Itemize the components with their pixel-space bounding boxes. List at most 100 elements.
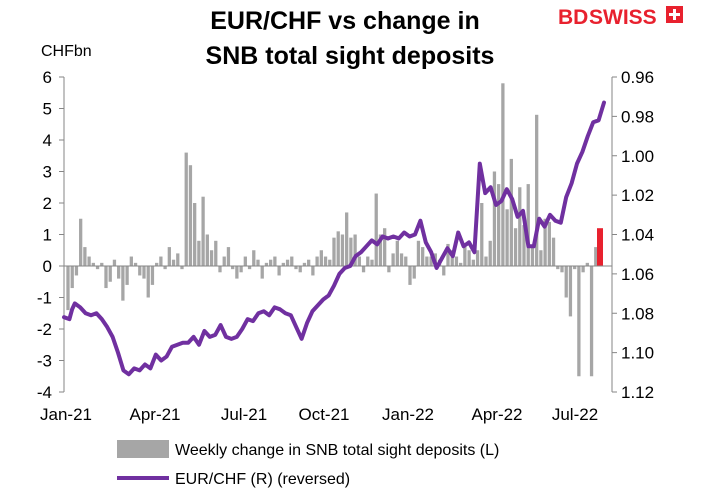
x-tick-label: Oct-21 (298, 405, 349, 424)
deposit-bar (374, 193, 378, 266)
deposit-bar (416, 240, 421, 266)
deposit-bar (589, 266, 594, 377)
deposit-bar (290, 256, 294, 266)
deposit-bars (66, 83, 603, 377)
left-axis-ticks: 6 5 4 3 2 1 0 -1 -2 -3 -4 (37, 68, 64, 402)
left-tick-label: -1 (37, 289, 52, 308)
right-tick-label: 1.00 (621, 147, 654, 166)
deposit-bar (302, 262, 307, 266)
deposit-bar (74, 266, 79, 276)
deposit-bar (315, 256, 319, 266)
deposit-bar (108, 266, 112, 282)
deposit-bar (294, 266, 298, 270)
deposit-bar (366, 256, 370, 266)
deposit-bar (370, 259, 374, 266)
deposit-bar (404, 256, 408, 266)
deposit-bar (231, 266, 235, 270)
left-tick-label: 2 (43, 194, 52, 213)
x-tick-label: Jul-21 (221, 405, 267, 424)
deposit-bar (497, 184, 501, 266)
deposit-bar (184, 152, 188, 266)
latest-deposit-bar (597, 228, 603, 266)
deposit-bar (581, 266, 585, 273)
deposit-bar (539, 250, 543, 266)
deposit-bar (298, 266, 302, 273)
left-tick-label: 6 (43, 68, 52, 87)
x-tick-label: Jan-21 (40, 405, 92, 424)
logo-cross-icon (666, 6, 683, 23)
deposit-bar (518, 187, 522, 266)
deposit-bar (345, 212, 349, 266)
deposit-bar (543, 218, 547, 266)
deposit-bar (193, 203, 197, 266)
deposit-bar (387, 266, 391, 273)
deposit-bar (159, 256, 163, 266)
left-tick-label: 5 (43, 100, 52, 119)
deposit-bar (459, 262, 463, 266)
deposit-bar (70, 266, 74, 289)
deposit-bar (442, 266, 446, 276)
left-tick-label: -2 (37, 320, 52, 339)
deposit-bar (260, 266, 264, 279)
deposit-bar (239, 266, 243, 273)
deposit-bar (125, 266, 129, 285)
deposit-bar (252, 250, 256, 266)
right-tick-label: 0.96 (621, 68, 654, 87)
deposit-bar (492, 171, 497, 266)
deposit-bar (277, 266, 281, 276)
deposit-bar (226, 247, 231, 266)
deposit-bar (463, 247, 467, 266)
chart-title-line1: EUR/CHF vs change in (210, 7, 480, 35)
deposit-bar (201, 196, 205, 266)
right-tick-label: 1.08 (621, 304, 654, 323)
deposit-bar (425, 256, 429, 266)
deposit-bar (480, 203, 484, 266)
deposit-bar (214, 240, 218, 266)
deposit-bar (264, 262, 269, 266)
deposit-bar (218, 266, 222, 273)
deposit-bar (526, 184, 530, 266)
deposit-bar (450, 250, 454, 266)
x-axis-ticks: Jan-21 Apr-21 Jul-21 Oct-21 Jan-22 Apr-22 Jul-… (40, 405, 598, 424)
deposit-bar (340, 234, 345, 266)
deposit-bar (319, 250, 323, 266)
deposit-bar (547, 221, 551, 266)
bdswiss-logo: BD SWISS (558, 6, 683, 29)
left-tick-label: 1 (43, 226, 52, 245)
deposit-bar (412, 266, 416, 279)
deposit-bar (530, 247, 535, 266)
left-tick-label: 3 (43, 163, 52, 182)
deposit-bar (568, 266, 573, 317)
deposit-bar (573, 266, 577, 270)
deposit-bar (353, 234, 357, 266)
deposit-bar (429, 256, 433, 266)
legend-line-label: EUR/CHF (R) (reversed) (175, 471, 350, 488)
deposit-bar (281, 262, 285, 266)
deposit-bar (378, 234, 383, 266)
legend-bar-label: Weekly change in SNB total sight deposit… (175, 442, 499, 459)
deposit-bar (509, 158, 513, 266)
deposit-bar (222, 256, 226, 266)
deposit-bar (399, 253, 404, 266)
logo-text-bd: BD (558, 6, 588, 29)
deposit-bar (488, 240, 492, 266)
deposit-bar (256, 259, 260, 266)
deposit-bar (269, 259, 273, 266)
deposit-bar (513, 228, 518, 266)
deposit-bar (205, 234, 209, 266)
deposit-bar (535, 114, 539, 266)
x-tick-label: Jul-22 (552, 405, 598, 424)
deposit-bar (357, 256, 361, 266)
eurchf-line (62, 100, 606, 377)
deposit-bar (471, 259, 475, 266)
deposit-bar (155, 262, 159, 266)
deposit-bar (551, 237, 556, 266)
deposit-bar (138, 266, 142, 276)
deposit-bar (328, 259, 332, 266)
deposit-bar (475, 250, 480, 266)
deposit-bar (176, 253, 180, 266)
right-tick-label: 1.04 (621, 226, 654, 245)
deposit-bar (391, 253, 395, 266)
deposit-bar (129, 256, 133, 266)
